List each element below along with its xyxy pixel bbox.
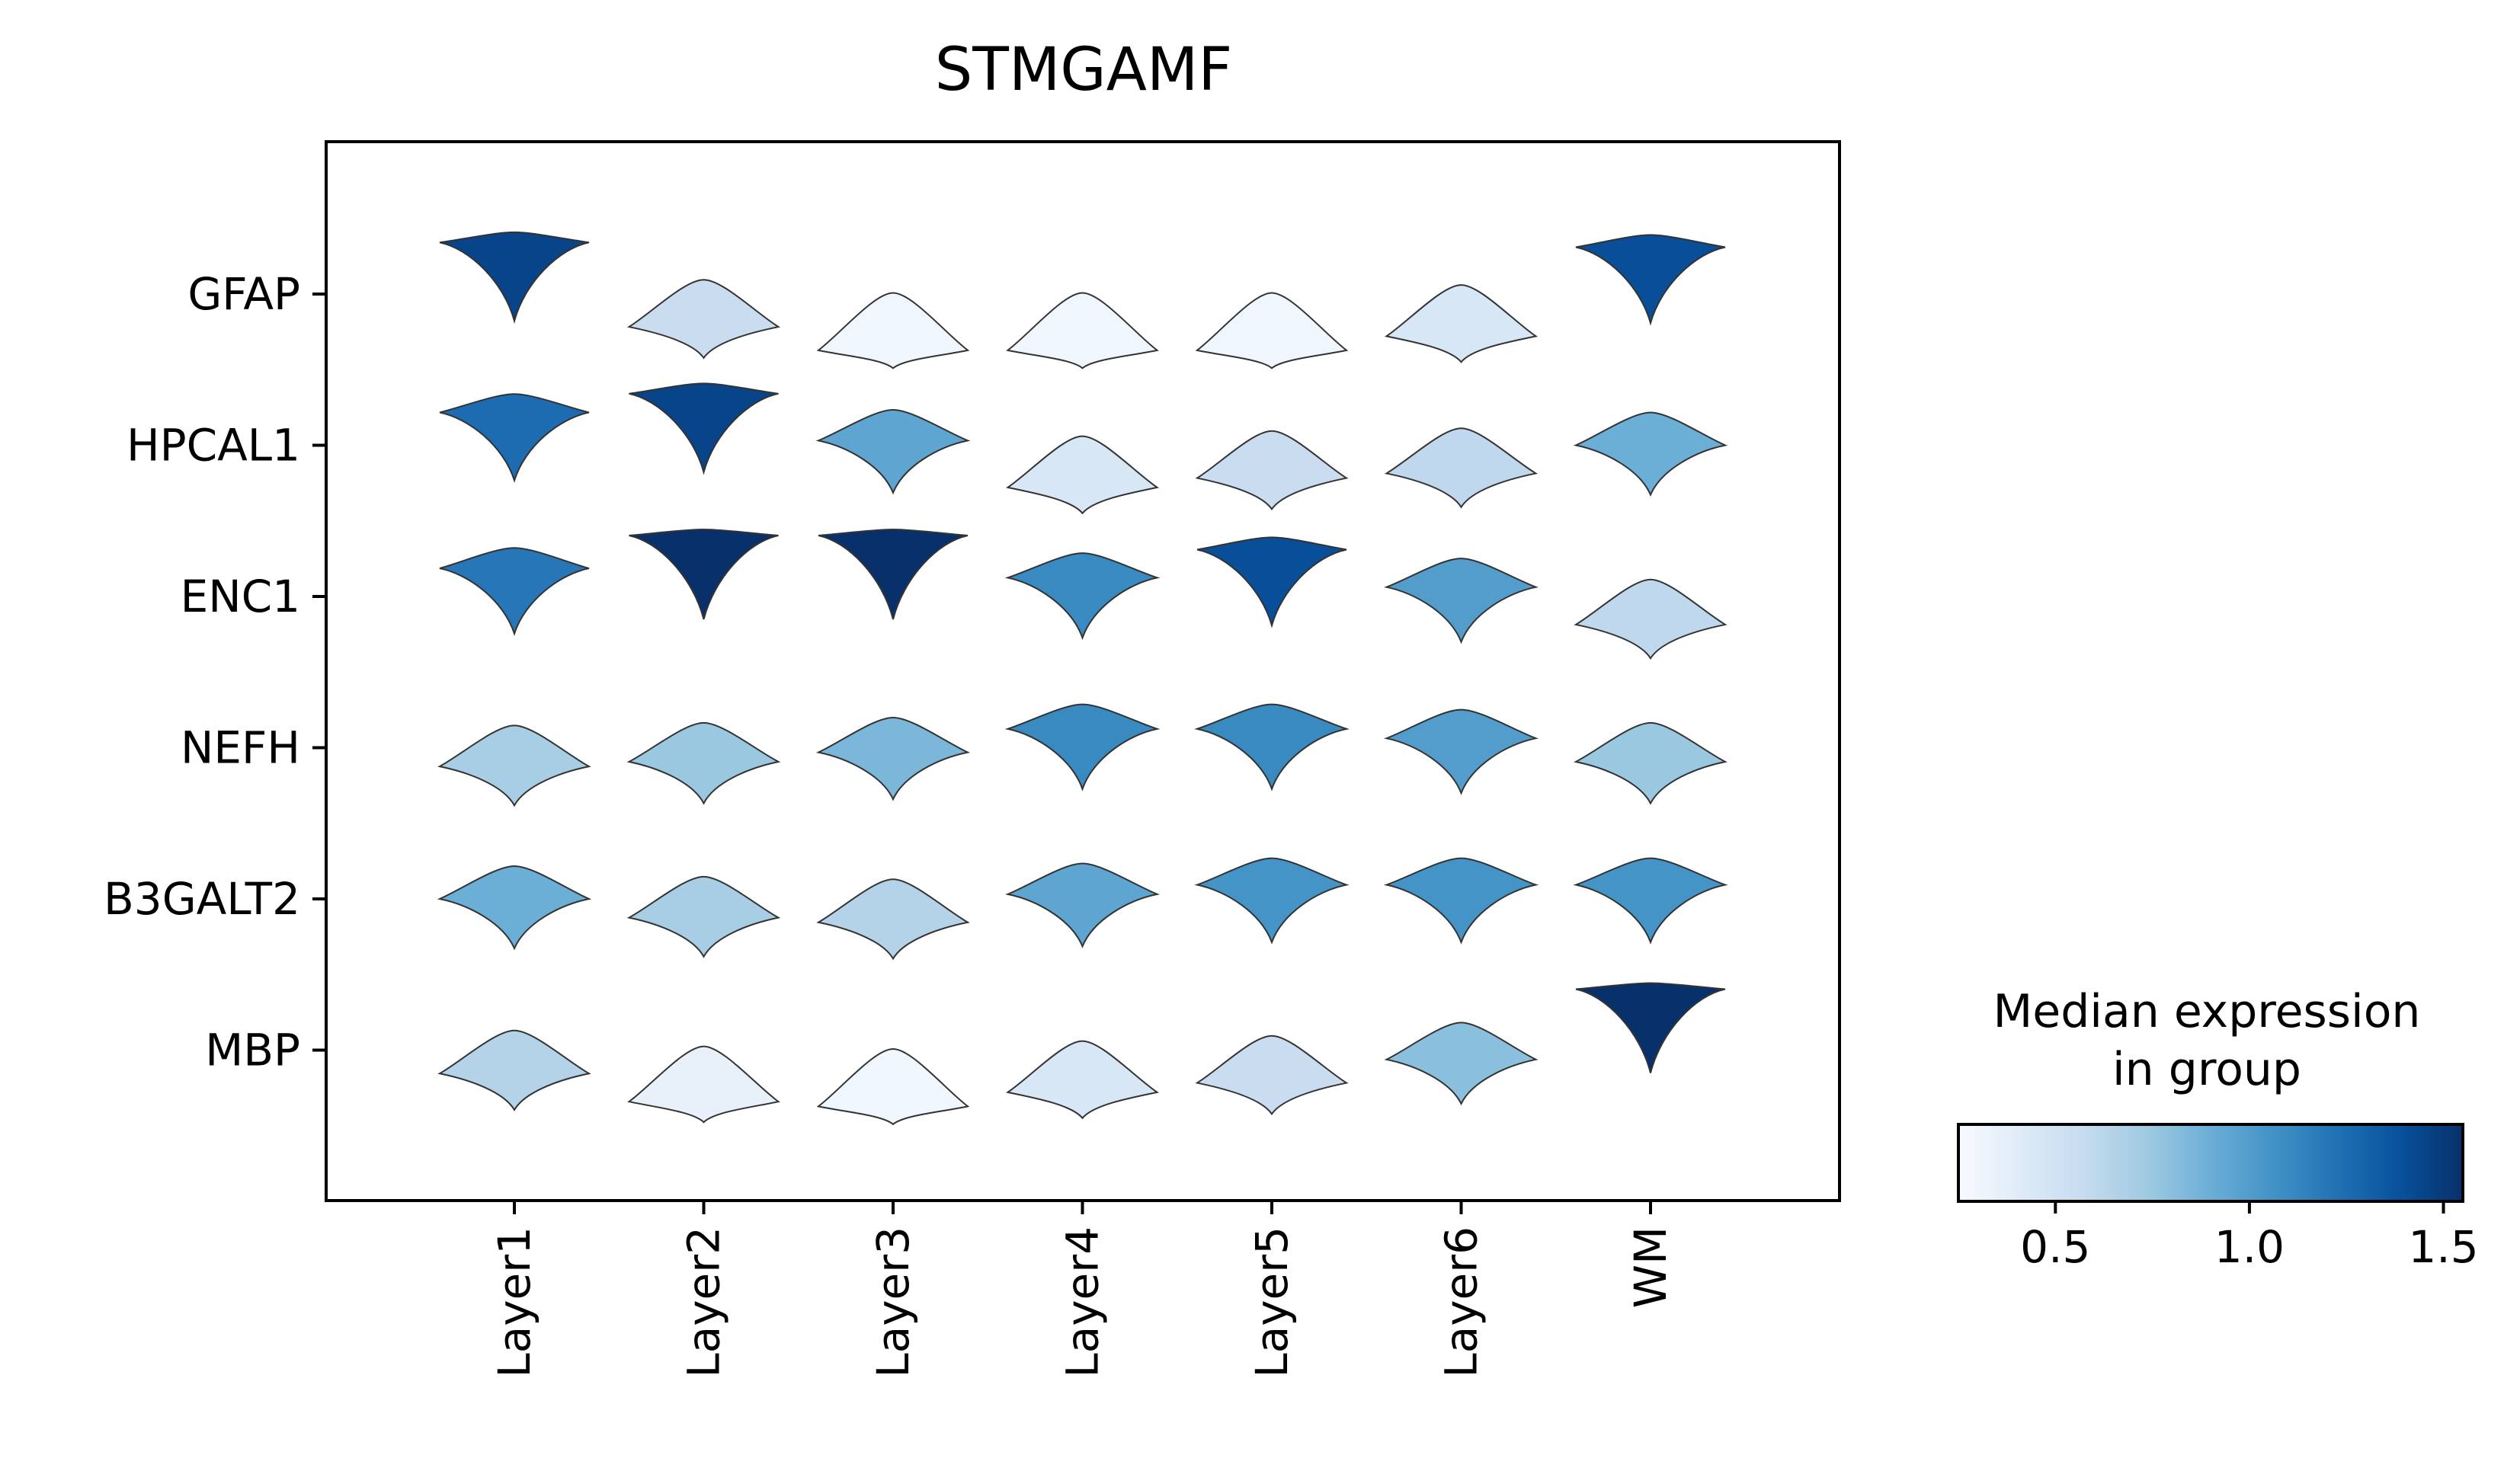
x-tick-label: Layer6 — [1436, 1226, 1487, 1378]
colorbar: Median expression in group 0.5 1.0 1.5 — [1957, 985, 2479, 1273]
violin-enc1-layer3 — [818, 528, 969, 620]
violin-nefh-layer1 — [437, 724, 591, 807]
colorbar-tick-label: 1.0 — [2214, 1221, 2285, 1273]
violin-gfap-layer5 — [1195, 292, 1349, 369]
x-tick-label: Layer4 — [1057, 1226, 1109, 1378]
violin-enc1-wm — [1574, 578, 1727, 660]
violin-b3galt2-layer6 — [1383, 857, 1539, 945]
colorbar-ticks: 0.5 1.0 1.5 — [2020, 1201, 2479, 1273]
y-tick-label: B3GALT2 — [104, 873, 300, 925]
violin-b3galt2-layer4 — [1005, 862, 1160, 948]
violin-gfap-layer1 — [439, 231, 590, 325]
violin-enc1-layer1 — [439, 547, 590, 637]
violin-mbp-layer6 — [1384, 1022, 1539, 1106]
violin-b3galt2-layer2 — [626, 875, 781, 958]
violin-nefh-wm — [1574, 721, 1727, 805]
x-tick-label: Layer5 — [1246, 1226, 1298, 1378]
violin-mbp-wm — [1575, 982, 1726, 1073]
x-tick-label: Layer1 — [488, 1226, 540, 1378]
x-axis: Layer1 Layer2 Layer3 Layer4 Layer5 Layer6 WM — [488, 1201, 1676, 1378]
violin-nefh-layer2 — [626, 721, 781, 805]
violin-gfap-layer4 — [1006, 292, 1159, 369]
violin-mbp-layer5 — [1195, 1034, 1349, 1116]
violin-nefh-layer5 — [1194, 703, 1350, 791]
y-tick-label: NEFH — [181, 722, 300, 774]
violin-hpcal1-wm — [1573, 411, 1728, 497]
violin-gfap-layer2 — [626, 279, 781, 360]
violin-b3galt2-layer5 — [1194, 857, 1350, 945]
y-tick-label: GFAP — [187, 268, 300, 320]
x-tick-label: Layer3 — [867, 1226, 919, 1378]
violin-group — [437, 231, 1728, 1126]
violin-b3galt2-wm — [1573, 857, 1728, 945]
y-axis: GFAP HPCAL1 ENC1 NEFH B3GALT2 MBP — [104, 268, 326, 1076]
chart-title: STMGAMF — [935, 36, 1232, 104]
violin-hpcal1-layer1 — [439, 393, 590, 483]
violin-mbp-layer4 — [1005, 1040, 1160, 1120]
violin-nefh-layer6 — [1383, 708, 1539, 795]
violin-enc1-layer2 — [629, 528, 779, 620]
violin-mbp-layer3 — [816, 1048, 970, 1126]
violin-gfap-layer3 — [816, 292, 970, 369]
violin-enc1-layer6 — [1383, 558, 1539, 644]
violin-gfap-wm — [1575, 234, 1726, 326]
colorbar-tick-label: 1.5 — [2408, 1221, 2478, 1273]
violin-b3galt2-layer1 — [437, 865, 592, 951]
violin-mbp-layer2 — [627, 1045, 780, 1124]
x-tick-label: Layer2 — [678, 1226, 730, 1378]
y-tick-label: MBP — [205, 1025, 300, 1076]
violin-hpcal1-layer4 — [1005, 435, 1160, 515]
colorbar-title-line1: Median expression — [1993, 985, 2421, 1038]
colorbar-tick-label: 0.5 — [2020, 1221, 2090, 1273]
colorbar-gradient — [1957, 1123, 2464, 1203]
violin-enc1-layer4 — [1004, 552, 1161, 641]
violin-nefh-layer4 — [1004, 703, 1161, 791]
colorbar-title-line2: in group — [2112, 1043, 2301, 1096]
violin-hpcal1-layer6 — [1384, 427, 1539, 509]
x-tick-label: WM — [1625, 1226, 1676, 1308]
violin-hpcal1-layer3 — [815, 409, 971, 495]
y-tick-label: HPCAL1 — [126, 420, 300, 472]
violin-nefh-layer3 — [815, 716, 971, 801]
violin-hpcal1-layer5 — [1195, 430, 1349, 511]
violin-enc1-layer5 — [1196, 536, 1347, 628]
violin-hpcal1-layer2 — [629, 382, 779, 475]
violin-b3galt2-layer3 — [816, 878, 970, 961]
violin-gfap-layer6 — [1384, 284, 1539, 363]
y-tick-label: ENC1 — [181, 571, 300, 622]
violin-mbp-layer1 — [437, 1029, 591, 1111]
